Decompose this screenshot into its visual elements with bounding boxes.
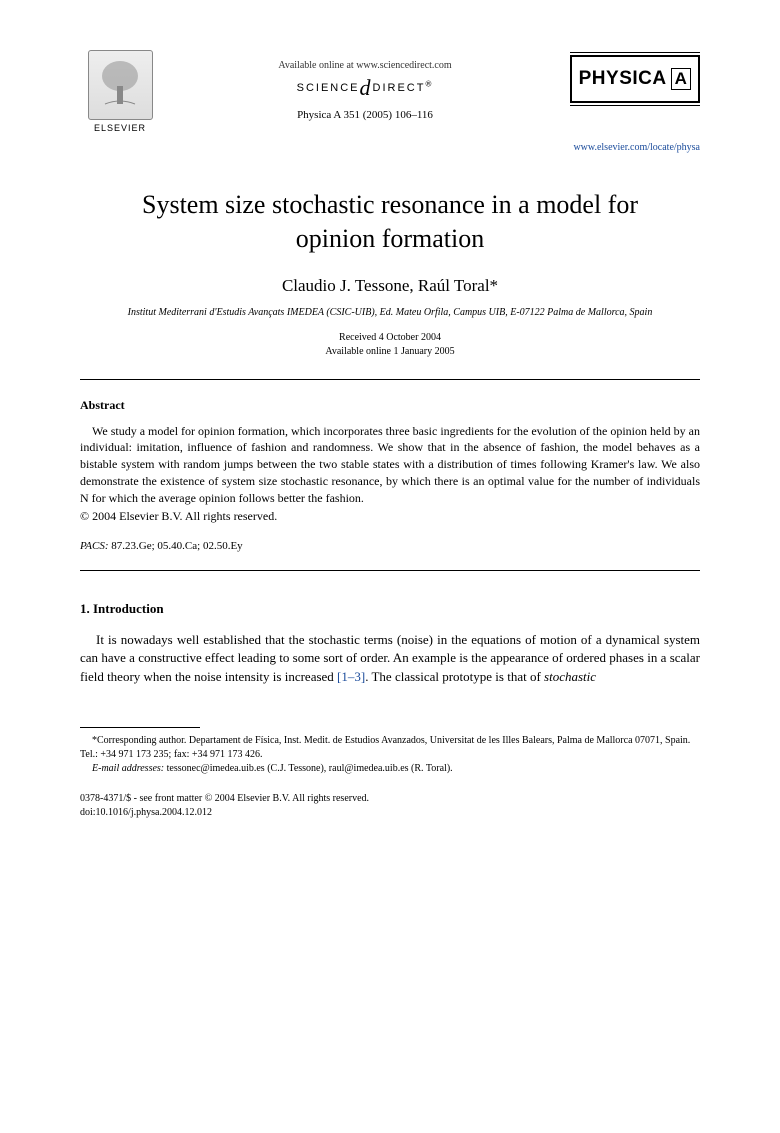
physica-bottom-rule	[570, 105, 700, 106]
journal-url-link[interactable]: www.elsevier.com/locate/physa	[573, 142, 700, 153]
section-1-heading: 1. Introduction	[80, 601, 700, 617]
issn-line: 0378-4371/$ - see front matter © 2004 El…	[80, 792, 700, 806]
elsevier-tree-icon	[88, 50, 153, 120]
sd-at-icon: d	[360, 75, 373, 101]
paper-title: System size stochastic resonance in a mo…	[100, 188, 680, 256]
header-row: ELSEVIER Available online at www.science…	[80, 50, 700, 153]
journal-reference: Physica A 351 (2005) 106–116	[160, 109, 570, 121]
sd-left: SCIENCE	[297, 82, 360, 94]
intro-paragraph: It is nowadays well established that the…	[80, 631, 700, 688]
elsevier-logo: ELSEVIER	[80, 50, 160, 145]
pacs-label: PACS:	[80, 540, 109, 552]
abstract-bottom-rule	[80, 570, 700, 571]
pacs-line: PACS: 87.23.Ge; 05.40.Ca; 02.50.Ey	[80, 540, 700, 552]
footnote-rule	[80, 727, 200, 728]
bottom-info: 0378-4371/$ - see front matter © 2004 El…	[80, 792, 700, 820]
dates-block: Received 4 October 2004 Available online…	[80, 331, 700, 359]
email-addresses: tessonec@imedea.uib.es (C.J. Tessone), r…	[167, 763, 453, 774]
affiliation: Institut Mediterrani d'Estudis Avançats …	[120, 306, 660, 319]
abstract-body: We study a model for opinion formation, …	[80, 423, 700, 507]
abstract-copyright: © 2004 Elsevier B.V. All rights reserved…	[80, 509, 700, 524]
elsevier-label: ELSEVIER	[94, 123, 146, 133]
physica-logo: PHYSICA A	[570, 55, 700, 103]
center-header: Available online at www.sciencedirect.co…	[160, 50, 570, 121]
abstract-heading: Abstract	[80, 398, 700, 413]
physica-letter: A	[671, 68, 692, 90]
online-date: Available online 1 January 2005	[80, 345, 700, 359]
intro-italic: stochastic	[544, 669, 596, 684]
email-label: E-mail addresses:	[92, 763, 164, 774]
corresponding-author-footnote: *Corresponding author. Departament de Fí…	[80, 734, 700, 762]
pacs-codes: 87.23.Ge; 05.40.Ca; 02.50.Ey	[111, 540, 242, 552]
sd-right: DIRECT	[373, 82, 426, 94]
authors: Claudio J. Tessone, Raúl Toral*	[80, 276, 700, 296]
right-column: PHYSICA A www.elsevier.com/locate/physa	[570, 50, 700, 153]
sciencedirect-logo: SCIENCEdDIRECT®	[160, 75, 570, 101]
received-date: Received 4 October 2004	[80, 331, 700, 345]
intro-text-b: . The classical prototype is that of	[365, 669, 544, 684]
doi-line: doi:10.1016/j.physa.2004.12.012	[80, 806, 700, 820]
physica-top-rule	[570, 52, 700, 53]
email-footnote: E-mail addresses: tessonec@imedea.uib.es…	[80, 762, 700, 776]
physica-label: PHYSICA	[579, 68, 667, 90]
ref-link-1-3[interactable]: [1–3]	[337, 669, 365, 684]
available-online-text: Available online at www.sciencedirect.co…	[160, 60, 570, 71]
abstract-top-rule	[80, 379, 700, 380]
